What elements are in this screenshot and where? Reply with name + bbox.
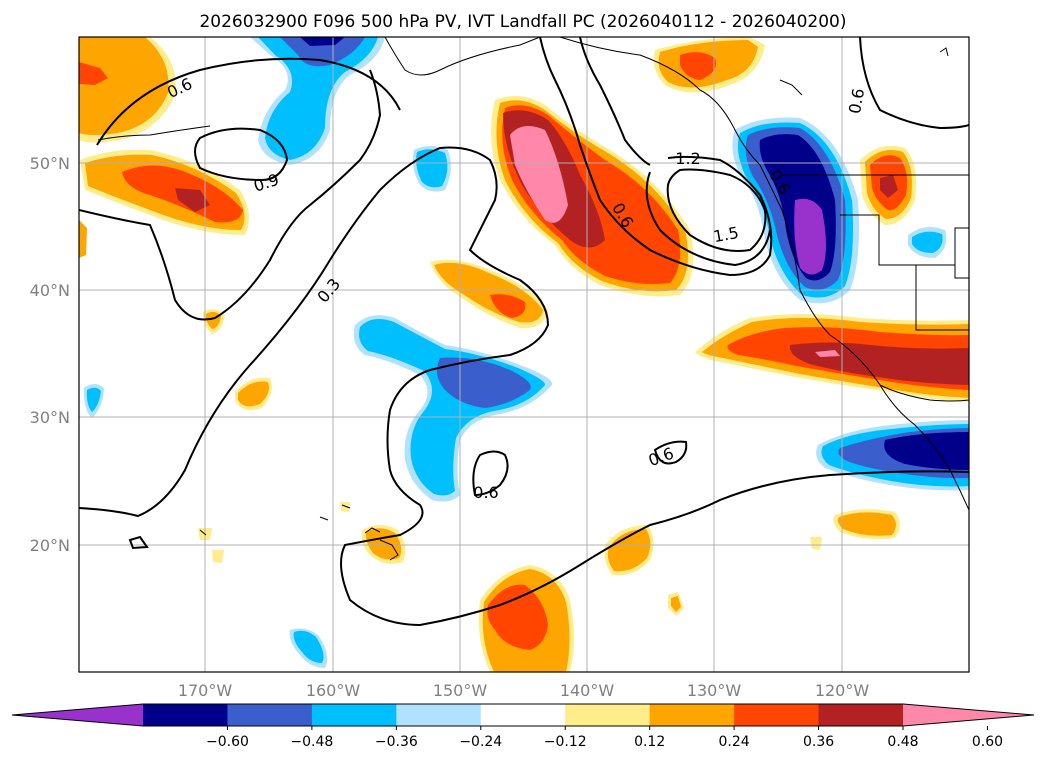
pv-region [175, 188, 210, 212]
colorbar-outline [11, 703, 1035, 727]
pv-region [293, 630, 324, 663]
colorbar-tick-label: −0.60 [206, 734, 249, 750]
pv-region [79, 62, 108, 85]
colorbar-tick-label: 0.48 [887, 734, 918, 750]
pv-region [212, 550, 224, 563]
pv-region [884, 432, 969, 470]
longitude-labels: 170°W 160°W 150°W 140°W 130°W 120°W [178, 681, 870, 700]
pv-region [86, 387, 101, 412]
graticule [79, 37, 969, 672]
colorbar-segment [480, 704, 566, 726]
pv-region [300, 37, 345, 46]
pv-region [680, 52, 716, 80]
colorbar-segment [649, 704, 735, 726]
lon-label: 120°W [815, 681, 870, 700]
pv-region [810, 537, 822, 550]
pv-region [815, 350, 840, 357]
pv-region [880, 175, 898, 198]
pv-region [487, 584, 548, 650]
contour-label: 0.6 [845, 87, 868, 115]
colorbar-segment [311, 704, 397, 726]
colorbar-tick-label: 0.60 [972, 734, 1003, 750]
pv-contours [79, 37, 969, 627]
contour-label: 1.5 [712, 223, 740, 246]
contour-label: 1.2 [675, 149, 700, 168]
pv-region [912, 231, 943, 253]
colorbar-tick-label: −0.36 [375, 734, 418, 750]
colorbar-segment [143, 704, 228, 726]
pv-shading [79, 37, 969, 672]
colorbar-tick-label: −0.12 [544, 734, 587, 750]
lat-label: 50°N [30, 154, 70, 173]
colorbar-extend-min [12, 704, 143, 726]
lon-label: 150°W [433, 681, 488, 700]
colorbar-tick-label: 0.36 [803, 734, 834, 750]
latitude-labels: 50°N 40°N 30°N 20°N [30, 154, 70, 555]
colorbar-segment [734, 704, 820, 726]
colorbar-tick-label: −0.48 [290, 734, 333, 750]
pv-region [79, 37, 169, 135]
pv-region [416, 149, 448, 188]
figure-title: 2026032900 F096 500 hPa PV, IVT Landfall… [199, 12, 846, 32]
lon-label: 160°W [306, 681, 361, 700]
pv-region [490, 294, 526, 318]
colorbar-segment [227, 704, 313, 726]
pv-region [79, 220, 87, 258]
contour-label: 0.6 [473, 483, 498, 502]
colorbar-tick-label: −0.24 [459, 734, 502, 750]
lat-label: 30°N [30, 408, 70, 427]
colorbar-segment [818, 704, 904, 726]
pv-region [794, 198, 826, 275]
colorbar-extend-max [903, 704, 1034, 726]
colorbar-segment [565, 704, 651, 726]
pv-region [340, 502, 350, 512]
pv-region [359, 318, 546, 496]
pv-region [671, 596, 681, 612]
colorbar-segment [396, 704, 482, 726]
lat-label: 20°N [30, 536, 70, 555]
lon-label: 130°W [687, 681, 742, 700]
pv-region [837, 512, 896, 536]
map-panel: 0.6 0.9 0.3 1.2 0.6 1.5 0.6 0.6 0.6 0.6 [78, 36, 970, 673]
map-frame [78, 36, 970, 673]
pv-region [510, 126, 568, 223]
pv-region [607, 529, 651, 572]
colorbar: −0.60 −0.48 −0.36 −0.24 −0.12 0.12 0.24 0.36 0.4… [11, 703, 1035, 750]
lon-label: 140°W [560, 681, 615, 700]
colorbar-tick-label: 0.24 [719, 734, 750, 750]
pv-region [238, 381, 269, 407]
lon-label: 170°W [178, 681, 233, 700]
lat-label: 40°N [30, 281, 70, 300]
coastlines [97, 37, 969, 561]
colorbar-tick-label: 0.12 [634, 734, 665, 750]
